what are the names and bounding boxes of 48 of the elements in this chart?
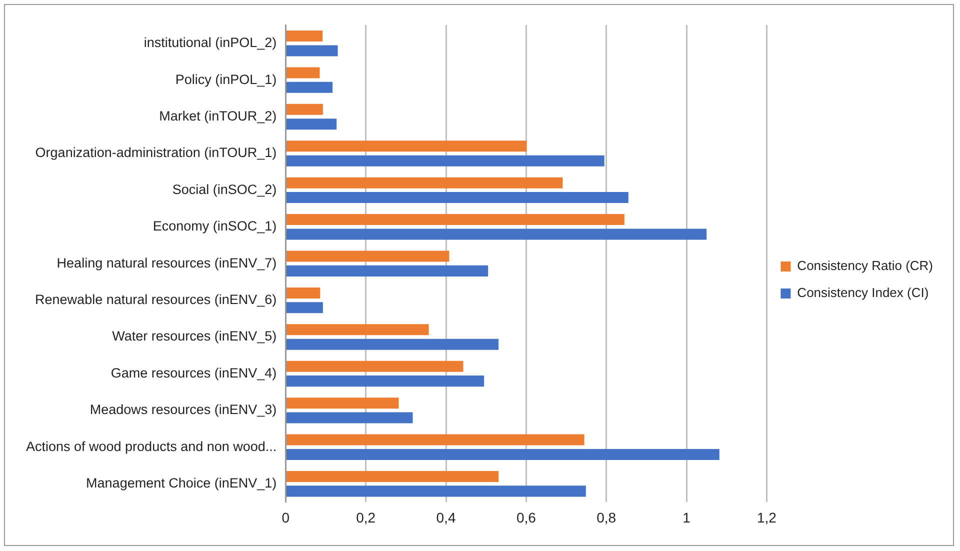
bar — [286, 412, 413, 424]
y-tick-label: Organization-administration (inTOUR_1) — [35, 145, 277, 160]
y-tick-label: Social (inSOC_2) — [172, 182, 277, 197]
x-tick-label: 0,4 — [436, 509, 456, 526]
bar — [286, 471, 499, 482]
bar — [286, 250, 450, 262]
bar — [286, 177, 563, 188]
bar — [286, 140, 527, 152]
bar — [286, 360, 464, 372]
bar — [286, 376, 484, 387]
bar — [286, 45, 338, 56]
x-tick-label: 1,2 — [756, 509, 777, 526]
y-tick-label: Water resources (inENV_5) — [112, 328, 277, 344]
bar — [286, 228, 707, 240]
bar — [286, 192, 628, 204]
x-tick-label: 0 — [282, 509, 290, 526]
y-tick-label: Management Choice (inENV_1) — [86, 476, 277, 491]
y-tick-label: Game resources (inENV_4) — [110, 365, 277, 380]
y-tick-label: Renewable natural resources (inENV_6) — [35, 292, 277, 308]
y-tick-label: Meadows resources (inENV_3) — [90, 402, 277, 418]
bar — [286, 287, 320, 298]
bar — [286, 486, 586, 497]
bar — [286, 265, 488, 276]
y-tick-label: Healing natural resources (inENV_7) — [56, 255, 277, 270]
y-tick-label: institutional (inPOL_2) — [144, 35, 277, 50]
y-tick-label: Market (inTOUR_2) — [159, 108, 277, 124]
y-tick-label: Actions of wood products and non wood... — [26, 438, 277, 454]
bar — [286, 118, 337, 130]
bar — [286, 155, 604, 166]
bar — [286, 434, 584, 446]
y-tick-label: Economy (inSOC_1) — [152, 218, 277, 234]
legend-label: Consistency Ratio (CR) — [797, 258, 934, 274]
bar — [286, 30, 323, 42]
bar — [286, 67, 320, 78]
x-tick-label: 0,8 — [596, 509, 616, 526]
x-tick-label: 1 — [682, 509, 691, 526]
bar — [286, 214, 624, 226]
bar — [286, 302, 323, 314]
x-tick-label: 0,6 — [516, 509, 536, 526]
bar — [286, 398, 399, 409]
bar — [286, 338, 499, 350]
y-tick-label: Policy (inPOL_1) — [175, 72, 277, 87]
bar — [286, 104, 323, 115]
bar — [286, 324, 429, 336]
legend-label: Consistency Index (CI) — [797, 285, 929, 300]
bar — [286, 82, 333, 93]
bar — [286, 448, 720, 460]
x-tick-label: 0,2 — [356, 509, 376, 526]
